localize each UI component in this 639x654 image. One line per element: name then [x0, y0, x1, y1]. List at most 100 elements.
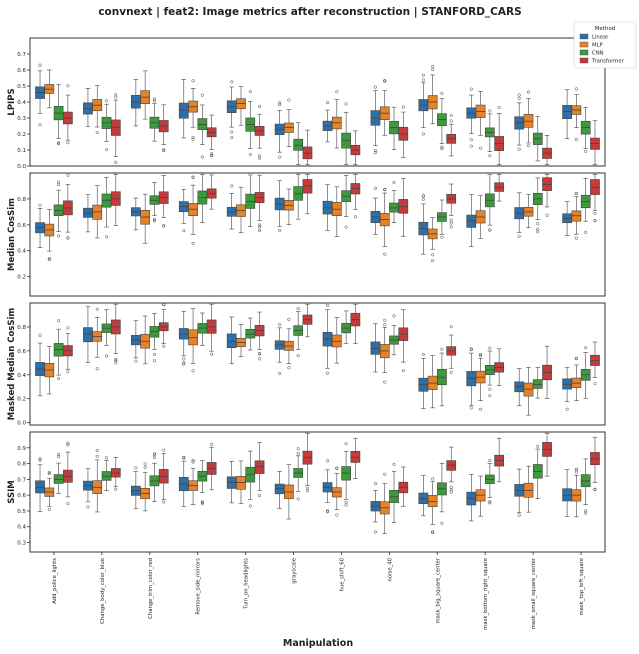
box-transformer: [446, 325, 457, 374]
box-linear: [274, 323, 285, 375]
box-mlp: [331, 317, 342, 364]
box-transformer: [254, 104, 265, 160]
y-tick-label: 0.5: [17, 84, 26, 90]
outlier-point: [38, 458, 42, 462]
outlier-point: [66, 236, 70, 240]
box-cnn: [532, 177, 543, 234]
box-cnn: [389, 462, 399, 523]
outlier-point: [431, 477, 435, 481]
outlier-point: [66, 441, 70, 445]
outlier-point: [574, 236, 578, 240]
box-mlp: [236, 186, 246, 233]
outlier-point: [230, 184, 234, 188]
box-linear: [226, 184, 237, 230]
outlier-point: [191, 137, 195, 141]
box-mlp: [92, 185, 103, 239]
outlier-point: [47, 257, 51, 262]
outlier-point: [38, 457, 42, 461]
box-transformer: [206, 303, 217, 356]
box-linear: [322, 459, 333, 514]
y-tick-label: 0.3: [17, 541, 26, 547]
box-linear: [562, 469, 572, 517]
outlier-point: [449, 488, 453, 492]
y-tick-label: 0.6: [17, 223, 26, 229]
outlier-point: [421, 352, 425, 357]
box-mlp: [427, 477, 438, 535]
box-cnn: [532, 367, 543, 399]
outlier-point: [344, 225, 348, 229]
outlier-point: [469, 406, 473, 410]
box-body: [245, 328, 256, 339]
outlier-point: [536, 444, 540, 448]
box-mlp: [284, 188, 294, 226]
box-linear: [226, 316, 237, 364]
box-transformer: [494, 105, 504, 166]
box-mlp: [571, 356, 582, 402]
box-transformer: [350, 130, 361, 166]
outlier-point: [584, 149, 588, 153]
outlier-point: [488, 500, 492, 504]
outlier-point: [152, 452, 156, 456]
box-linear: [370, 323, 381, 373]
x-tick-labels: Add_police_lights Change_body_color_blue C…: [52, 552, 585, 630]
x-tick-label: grayscale: [292, 558, 298, 584]
box-body: [83, 327, 93, 343]
y-tick-label: 0.2: [17, 132, 26, 138]
box-transformer: [110, 303, 121, 365]
box-transformer: [542, 432, 552, 477]
outlier-point: [353, 215, 357, 219]
box-cnn: [389, 106, 399, 151]
outlier-point: [258, 223, 262, 227]
outlier-point: [383, 252, 387, 256]
outlier-point: [278, 101, 282, 105]
outlier-point: [440, 235, 444, 239]
box-mlp: [188, 79, 198, 141]
outlier-point: [526, 144, 531, 148]
outlier-point: [248, 89, 252, 94]
box-cnn: [293, 447, 304, 501]
box-body: [178, 102, 189, 119]
box-mlp: [188, 458, 198, 505]
outlier-point: [574, 87, 578, 91]
box-linear: [322, 184, 333, 231]
outlier-point: [104, 99, 109, 103]
y-tick-label: 0.8: [17, 462, 26, 468]
outlier-point: [230, 130, 234, 134]
y-tick-label: 0.4: [17, 249, 26, 255]
box-mlp: [379, 318, 390, 384]
box-mlp: [475, 91, 486, 150]
box-linear: [466, 347, 477, 410]
outlier-point: [488, 458, 492, 463]
outlier-point: [383, 187, 387, 191]
box-transformer: [254, 311, 265, 361]
box-linear: [370, 482, 381, 534]
outlier-point: [104, 456, 109, 460]
y-axis-label: SSIM: [7, 480, 17, 503]
box-transformer: [542, 135, 552, 166]
box-cnn: [484, 174, 495, 232]
box-mlp: [331, 186, 342, 237]
outlier-point: [57, 452, 61, 456]
outlier-point: [258, 154, 262, 158]
outlier-point: [57, 141, 61, 145]
x-tick-label: noise_40: [387, 557, 393, 581]
outlier-point: [392, 462, 396, 466]
outlier-point: [38, 203, 42, 207]
y-tick-label: 0.2: [17, 397, 26, 403]
box-cnn: [149, 182, 160, 223]
outlier-point: [287, 98, 291, 102]
outlier-point: [182, 361, 186, 365]
box-linear: [35, 457, 45, 512]
outlier-point: [258, 228, 262, 233]
outlier-point: [57, 319, 61, 323]
outlier-point: [517, 147, 521, 151]
outlier-point: [479, 407, 483, 411]
box-cnn: [484, 458, 495, 505]
box-transformer: [446, 113, 457, 157]
y-axis-label: Median CosSim: [7, 198, 17, 271]
outlier-point: [431, 253, 435, 257]
y-tick-label: 0.7: [17, 52, 26, 58]
box-cnn: [580, 346, 591, 399]
box-cnn: [149, 97, 160, 142]
outlier-point: [114, 487, 118, 491]
